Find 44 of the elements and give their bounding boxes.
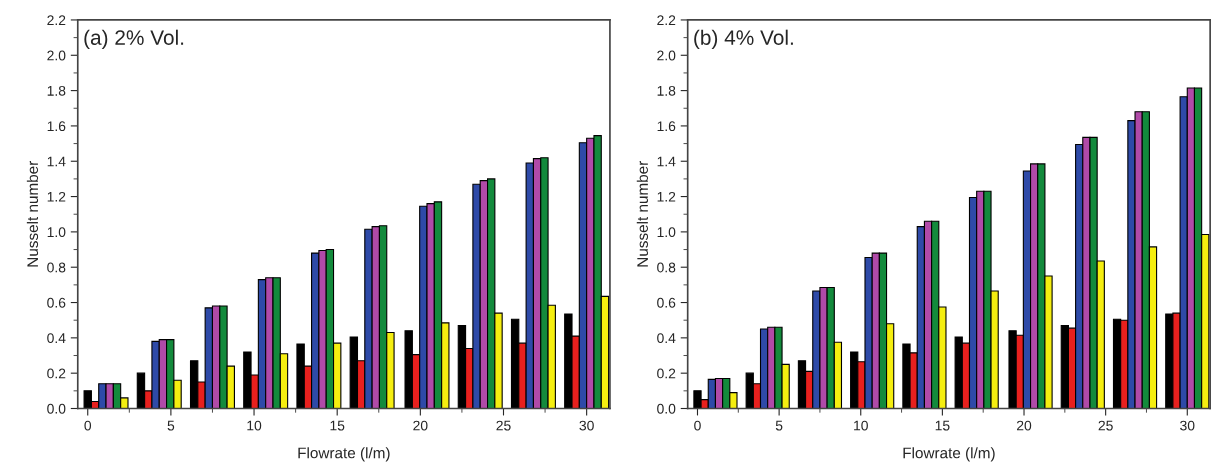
y-tick-label: 0.8 (657, 262, 676, 273)
y-axis-title: Nusselt number (26, 160, 39, 267)
y-tick-label: 0.4 (657, 333, 676, 344)
y-tick-label: 0.8 (47, 262, 66, 273)
x-tick-label: 5 (167, 420, 175, 431)
y-tick-label: 2.0 (47, 50, 66, 61)
x-tick-label: 15 (935, 420, 950, 431)
chart-title: (b) 4% Vol. (694, 29, 793, 50)
x-tick-label: 30 (579, 420, 594, 431)
y-tick-label: 2.0 (657, 50, 676, 61)
chart-title: (a) 2% Vol. (84, 29, 184, 50)
x-axis-title: Flowrate (l/m) (903, 447, 995, 462)
y-axis-title: Nusselt number (636, 160, 648, 267)
x-tick-label: 15 (330, 420, 345, 431)
x-tick-label: 0 (84, 420, 92, 431)
y-tick-label: 2.2 (47, 15, 66, 25)
y-tick-label: 1.0 (47, 227, 66, 238)
y-tick-label: 1.8 (47, 85, 66, 96)
y-tick-label: 1.4 (657, 156, 676, 167)
y-tick-label: 0.6 (657, 297, 676, 308)
y-tick-label: 0.2 (657, 368, 676, 379)
x-tick-label: 10 (247, 420, 262, 431)
x-axis-title: Flowrate (l/m) (298, 447, 390, 462)
y-tick-label: 0.0 (657, 403, 676, 414)
x-tick-label: 25 (496, 420, 511, 431)
x-tick-label: 30 (1180, 420, 1195, 431)
y-tick-label: 1.4 (47, 156, 66, 167)
y-tick-label: 0.4 (47, 333, 66, 344)
x-tick-label: 20 (1016, 420, 1032, 431)
y-tick-label: 1.6 (657, 121, 676, 132)
x-tick-label: 5 (775, 420, 783, 431)
x-tick-label: 10 (854, 420, 868, 431)
y-tick-label: 2.2 (657, 15, 676, 25)
y-tick-label: 0.0 (47, 403, 66, 414)
y-tick-label: 1.0 (657, 227, 676, 238)
y-tick-label: 1.8 (657, 85, 676, 96)
y-tick-label: 0.2 (47, 368, 66, 379)
x-tick-label: 25 (1098, 420, 1113, 431)
y-tick-label: 1.6 (47, 121, 66, 132)
x-tick-label: 20 (413, 420, 428, 431)
y-tick-label: 0.6 (47, 297, 66, 308)
x-tick-label: 0 (694, 420, 701, 431)
y-tick-label: 1.2 (47, 191, 66, 202)
y-tick-label: 1.2 (657, 191, 676, 202)
